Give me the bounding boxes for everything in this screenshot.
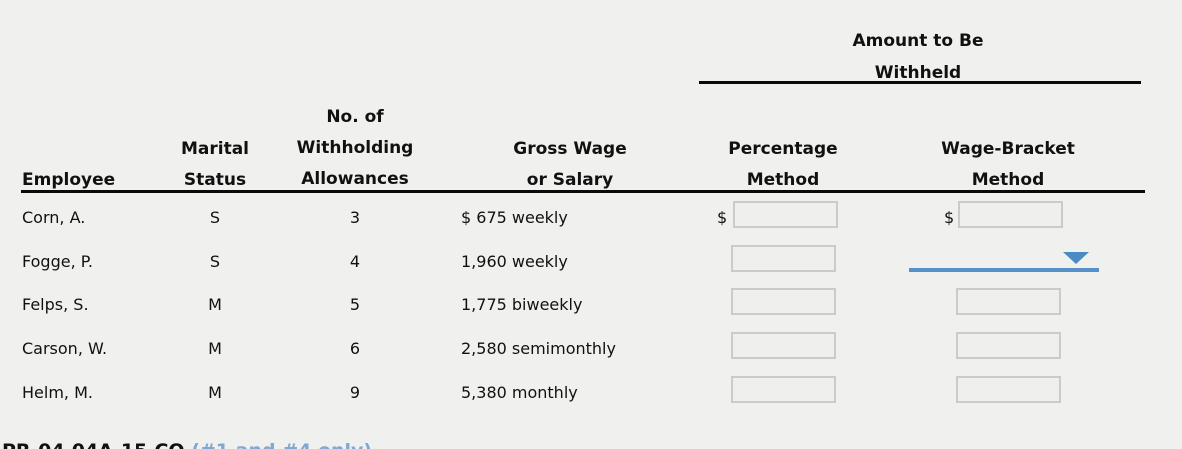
allowances-count: 9 xyxy=(349,383,361,402)
percentage-method-input-row3[interactable] xyxy=(731,288,836,315)
amount-to-be-withheld-header: Amount to Be Withheld xyxy=(768,25,1068,89)
percentage-method-input-row5[interactable] xyxy=(731,376,836,403)
wage-bracket-method-input-row5[interactable] xyxy=(956,376,1061,403)
percentage-method-input-row2[interactable] xyxy=(731,245,836,272)
column-header-employee: Employee xyxy=(22,170,116,190)
marital-status: M xyxy=(208,383,222,402)
footer-problem-reference: PR.04.04A-15.CO (#1 and #4 only) xyxy=(2,440,372,449)
allowances-count: 6 xyxy=(349,339,361,358)
gross-wage: 2,580 semimonthly xyxy=(461,339,616,358)
footer-link[interactable]: (#1 and #4 only) xyxy=(191,440,372,449)
column-header-percentage-method: Percentage Method xyxy=(728,139,838,190)
amount-header-line1: Amount to Be xyxy=(852,31,984,51)
dropdown-arrow-icon[interactable] xyxy=(1063,252,1089,264)
percentage-method-input-row1[interactable] xyxy=(733,201,838,228)
allowances-count: 3 xyxy=(349,208,361,227)
amount-header-line2: Withheld xyxy=(874,63,962,83)
table-row: Corn, A. S 3 $ 675 weekly $ $ xyxy=(0,196,1182,240)
table-row: Fogge, P. S 4 1,960 weekly xyxy=(0,240,1182,284)
currency-symbol: $ xyxy=(717,208,728,227)
allowances-count: 4 xyxy=(349,252,361,271)
wage-bracket-method-input-row3[interactable] xyxy=(956,288,1061,315)
amount-header-underline xyxy=(699,81,1141,84)
employee-name: Carson, W. xyxy=(22,339,108,358)
table-row: Carson, W. M 6 2,580 semimonthly xyxy=(0,327,1182,371)
column-header-withholding-allowances: No. of Withholding Allowances xyxy=(296,107,414,189)
column-header-marital-status: Marital Status xyxy=(180,139,250,190)
dropdown-underline xyxy=(909,268,1099,272)
marital-status: S xyxy=(209,208,221,227)
percentage-method-input-row4[interactable] xyxy=(731,332,836,359)
table-header-rule xyxy=(21,190,1145,193)
gross-wage: 1,775 biweekly xyxy=(461,295,583,314)
gross-wage: $ 675 weekly xyxy=(461,208,568,227)
wage-bracket-method-dropdown-row2[interactable] xyxy=(909,240,1099,284)
wage-bracket-method-input-row4[interactable] xyxy=(956,332,1061,359)
employee-name: Felps, S. xyxy=(22,295,89,314)
table-row: Helm, M. M 9 5,380 monthly xyxy=(0,371,1182,415)
gross-wage: 5,380 monthly xyxy=(461,383,578,402)
allowances-count: 5 xyxy=(349,295,361,314)
currency-symbol: $ xyxy=(944,208,955,227)
marital-status: M xyxy=(208,339,222,358)
column-header-gross-wage: Gross Wage or Salary xyxy=(513,139,627,190)
footer-text: PR.04.04A-15.CO xyxy=(2,440,185,449)
employee-name: Corn, A. xyxy=(22,208,86,227)
employee-name: Fogge, P. xyxy=(22,252,93,271)
table-row: Felps, S. M 5 1,775 biweekly xyxy=(0,283,1182,327)
marital-status: S xyxy=(209,252,221,271)
column-header-wage-bracket-method: Wage-Bracket Method xyxy=(941,139,1075,190)
employee-name: Helm, M. xyxy=(22,383,93,402)
marital-status: M xyxy=(208,295,222,314)
gross-wage: 1,960 weekly xyxy=(461,252,568,271)
wage-bracket-method-input-row1[interactable] xyxy=(958,201,1063,228)
